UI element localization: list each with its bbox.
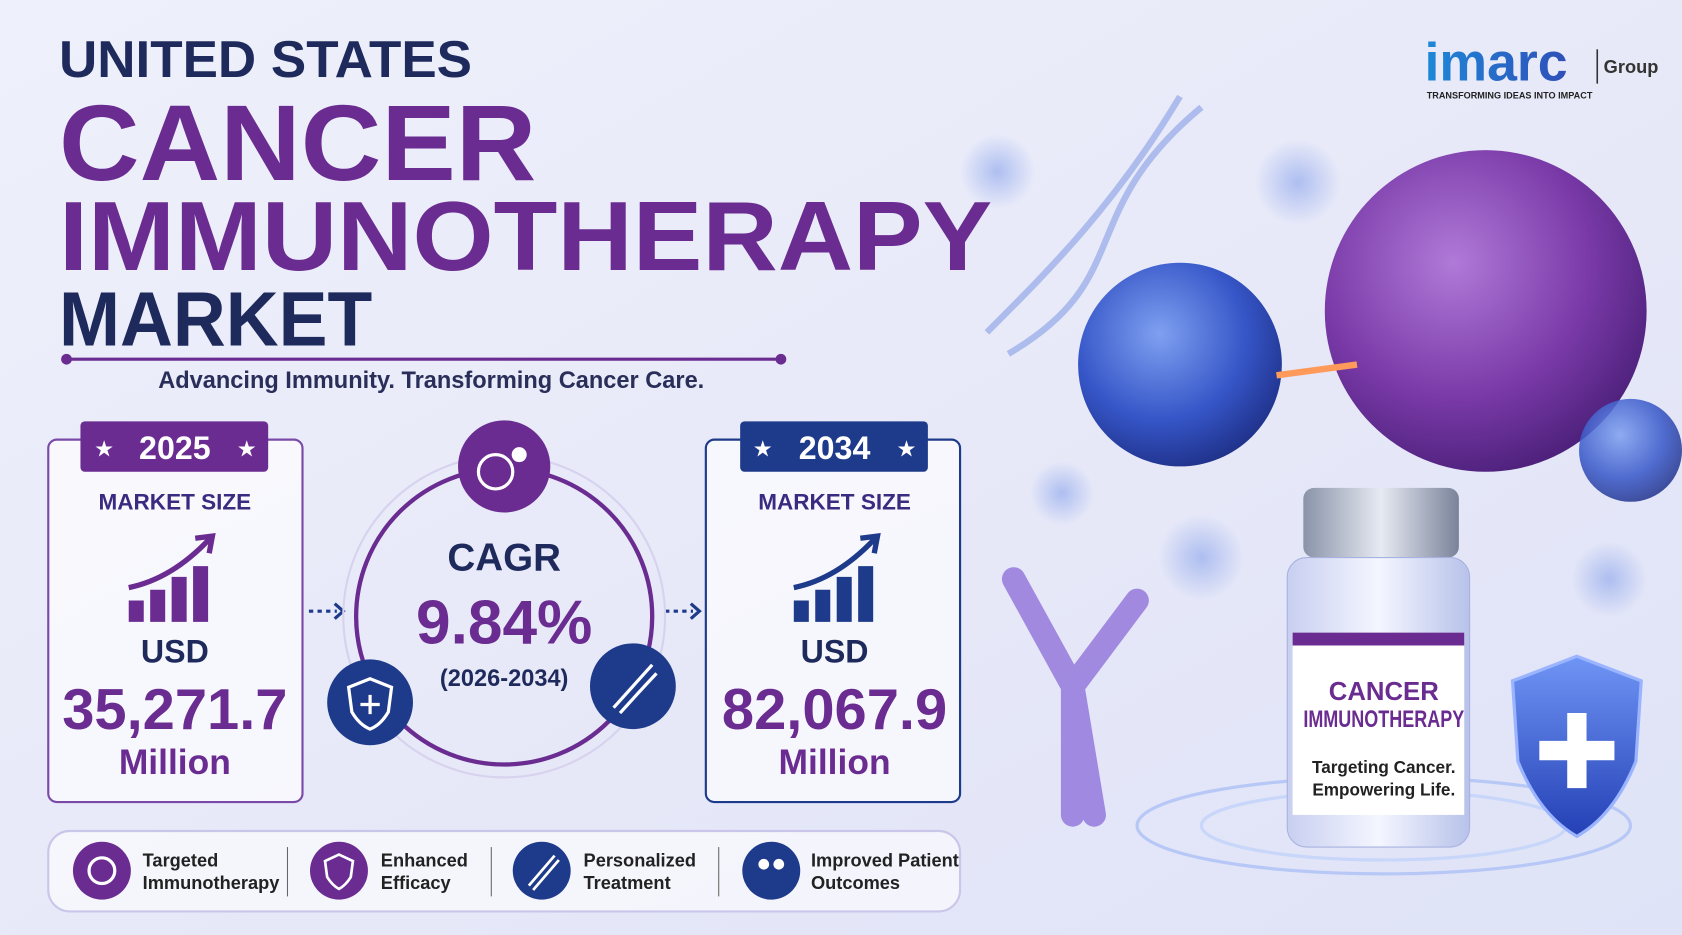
rule-dot <box>775 353 787 365</box>
currency: USD <box>141 634 209 670</box>
immune-cell <box>1579 398 1682 502</box>
vial-subtitle: Targeting Cancer. <box>1312 757 1456 777</box>
antibody <box>1001 567 1149 827</box>
icon <box>323 853 355 891</box>
icon <box>758 858 770 870</box>
cell-blur <box>1158 514 1245 601</box>
icon-circle <box>458 420 551 513</box>
growth-icon <box>793 566 874 622</box>
dna-strand <box>984 94 1204 357</box>
year-badge <box>740 421 928 472</box>
cell-blur <box>1571 541 1647 617</box>
feature-text: Immunotherapy <box>143 872 281 893</box>
feature-text: Improved Patient <box>811 849 959 870</box>
feature-text: Outcomes <box>811 872 900 893</box>
vial-subtitle: Empowering Life. <box>1312 780 1455 800</box>
cagr-ring <box>308 420 702 779</box>
feature-text: Enhanced <box>381 849 468 870</box>
logo-slogan: TRANSFORMING IDEAS INTO IMPACT <box>1427 91 1593 101</box>
illustration <box>960 94 1682 876</box>
feature-frame <box>47 829 962 913</box>
feature-text: Targeted <box>143 849 219 870</box>
icon <box>476 453 515 491</box>
currency: USD <box>801 634 869 670</box>
feature-bar <box>47 829 962 913</box>
year: 2034 <box>799 430 871 466</box>
growth-arrow <box>793 533 881 591</box>
title-line: CANCER <box>59 83 536 203</box>
logo-group: Group <box>1604 56 1659 77</box>
feature-icon <box>72 841 131 900</box>
feature-text: Efficacy <box>381 872 452 893</box>
tagline: Advancing Immunity. Transforming Cancer … <box>158 367 704 393</box>
icon <box>360 694 380 715</box>
immune-cell <box>1078 262 1282 467</box>
feature-icon <box>742 841 801 900</box>
star: ★ <box>754 440 771 461</box>
vial-cap <box>1303 487 1459 558</box>
star: ★ <box>95 440 112 461</box>
feature-icon <box>310 841 368 900</box>
icon <box>87 856 117 886</box>
growth-arrow <box>128 533 216 591</box>
cancer-cell <box>1324 150 1647 472</box>
growth-icon <box>128 566 209 622</box>
icon <box>612 663 658 715</box>
icon <box>346 677 394 731</box>
feature-text: Treatment <box>584 872 671 893</box>
star: ★ <box>898 440 915 461</box>
icon <box>511 447 527 463</box>
unit: Million <box>119 743 231 782</box>
vial-title: CANCER <box>1329 678 1439 706</box>
star: ★ <box>238 440 255 461</box>
shield-cross <box>1539 713 1615 789</box>
year: 2025 <box>139 430 211 466</box>
year-badge <box>80 421 269 472</box>
card-end: ★ ★ <box>704 421 962 804</box>
cell-blur <box>1255 139 1341 226</box>
feature-text: Personalized <box>584 849 696 870</box>
rule-dot <box>61 353 72 365</box>
cagr-period: (2026-2034) <box>440 665 568 691</box>
cell-blur <box>960 134 1036 210</box>
icon <box>527 854 560 891</box>
logo-brand: imarc <box>1425 32 1568 92</box>
vial-label <box>1292 632 1465 815</box>
vial-title: IMMUNOTHERAPY <box>1303 706 1464 732</box>
market-value: 35,271.7 <box>62 678 287 742</box>
market-value: 82,067.9 <box>722 678 947 742</box>
title-line: MARKET <box>59 276 372 362</box>
card-label: MARKET SIZE <box>758 489 911 514</box>
attack-beam <box>1276 361 1358 379</box>
title-line: UNITED STATES <box>59 30 472 88</box>
unit: Million <box>779 743 891 782</box>
vial-stripe <box>1292 632 1465 646</box>
cell-blur <box>1029 461 1095 526</box>
title-line: IMMUNOTHERAPY <box>59 181 992 291</box>
card-start: ★ ★ <box>47 421 304 804</box>
icon <box>773 858 785 870</box>
card-label: MARKET SIZE <box>99 489 252 514</box>
cagr-value: 9.84% <box>416 588 592 657</box>
cagr-label: CAGR <box>447 536 561 579</box>
